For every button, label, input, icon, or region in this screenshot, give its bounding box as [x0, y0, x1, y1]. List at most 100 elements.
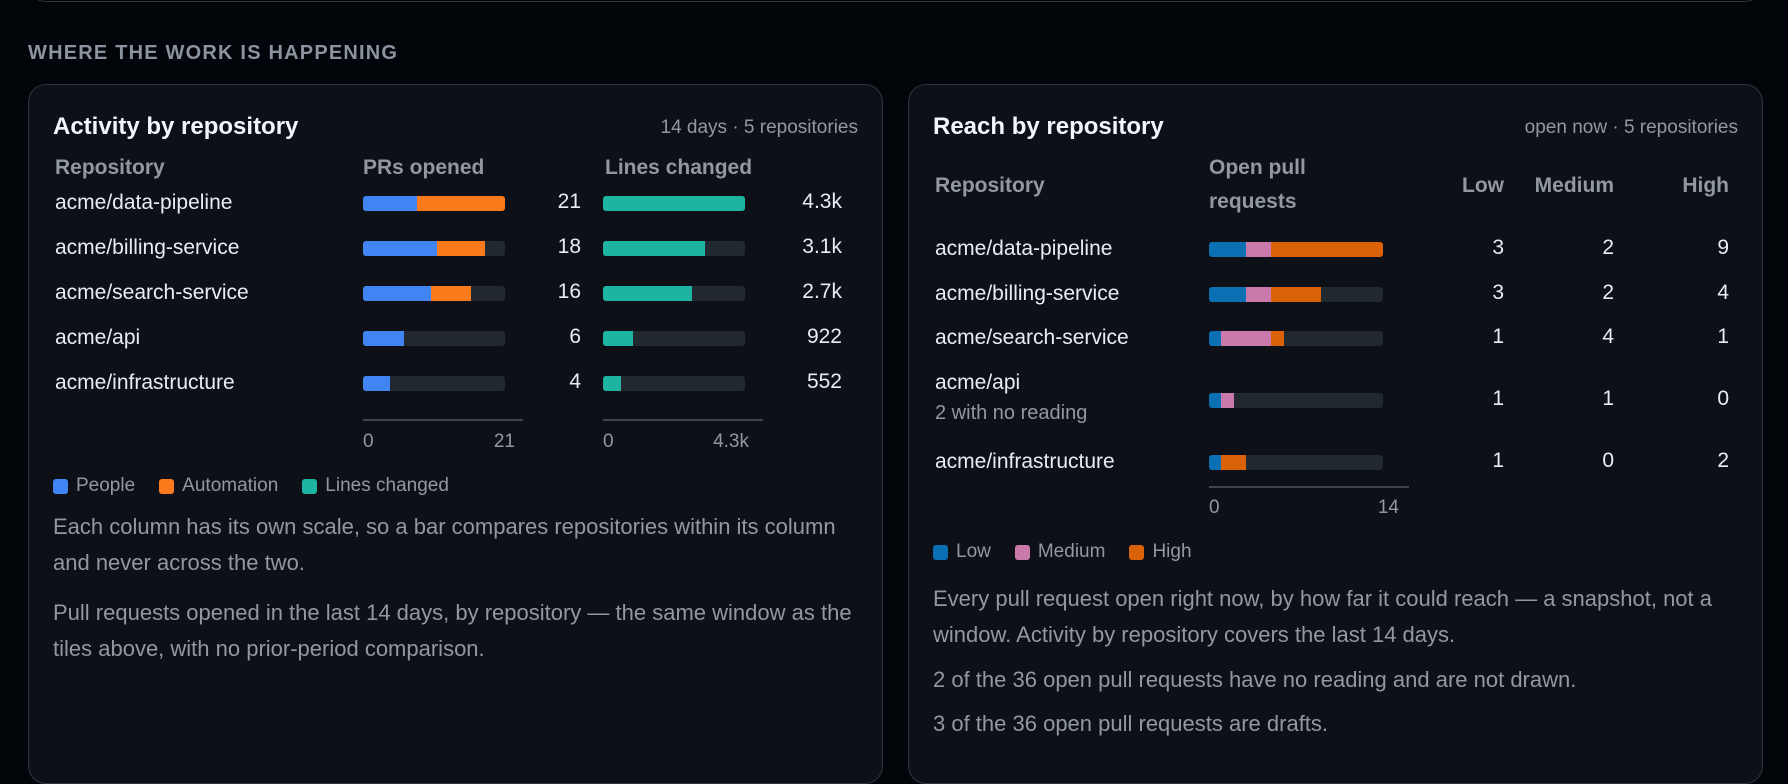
activity-repo-name: acme/api [55, 326, 141, 349]
reach-medium-value: 4 [1602, 325, 1614, 348]
reach-header-open: Open pull requests [1209, 156, 1306, 213]
reach-header-low: Low [1462, 174, 1504, 197]
reach-axis-min: 0 [1209, 497, 1220, 518]
prs-bar-people [363, 241, 438, 256]
legend-lines-label: Lines changed [325, 475, 449, 496]
reach-drafts-note: 3 of the 36 open pull requests are draft… [933, 711, 1329, 736]
lines-value: 2.7k [802, 280, 842, 303]
activity-header-prs: PRs opened [363, 156, 485, 179]
legend-automation: Automation [159, 475, 278, 497]
lines-bar-fill [603, 331, 634, 346]
previous-card-edge [28, 0, 1763, 2]
reach-repo-name: acme/billing-service [935, 282, 1120, 305]
prs-bar-automation [437, 241, 485, 256]
lines-bar-fill [603, 196, 745, 211]
prs-value: 16 [557, 280, 581, 303]
reach-medium-value: 2 [1602, 236, 1614, 259]
reach-bar-medium [1246, 287, 1272, 302]
legend-high-swatch [1129, 544, 1145, 560]
reach-header-high: High [1682, 174, 1729, 197]
reach-bar-low [1209, 455, 1222, 470]
reach-repo-name: acme/search-service [935, 326, 1129, 349]
legend-automation-swatch [159, 478, 175, 494]
lines-axis-max: 4.3k [713, 431, 749, 452]
reach-bar-high [1271, 242, 1383, 257]
reach-low-value: 3 [1492, 236, 1504, 259]
reach-bar-track [1209, 455, 1383, 470]
reach-bar-low [1209, 393, 1222, 408]
reach-bar-high [1221, 455, 1247, 470]
reach-repo-sublabel: 2 with no reading [935, 402, 1088, 424]
reach-bar-medium [1221, 393, 1234, 408]
legend-low: Low [933, 541, 991, 563]
legend-low-label: Low [956, 541, 991, 562]
reach-bar-track [1209, 331, 1383, 346]
prs-axis-line [363, 419, 523, 421]
prs-bar-track [363, 286, 505, 301]
legend-high: High [1129, 541, 1192, 563]
lines-axis-min: 0 [603, 431, 614, 452]
prs-value: 18 [557, 235, 581, 258]
activity-scale-note: Each column has its own scale, so a bar … [53, 514, 836, 575]
prs-bar-people [363, 331, 404, 346]
legend-medium-label: Medium [1037, 541, 1106, 562]
prs-bar-automation [430, 286, 472, 301]
activity-title: Activity by repository [53, 113, 299, 140]
reach-title: Reach by repository [933, 113, 1164, 140]
reach-low-value: 1 [1492, 449, 1504, 472]
lines-bar-track [603, 331, 745, 346]
activity-repo-name: acme/billing-service [55, 236, 240, 259]
reach-high-value: 1 [1717, 325, 1729, 348]
reach-snapshot-note: Every pull request open right now, by ho… [933, 586, 1713, 647]
reach-high-value: 0 [1717, 387, 1729, 410]
activity-card: Activity by repository 14 days · 5 repos… [28, 84, 883, 784]
reach-repo-name: acme/infrastructure [935, 450, 1115, 473]
legend-medium-swatch [1014, 544, 1030, 560]
legend-lines: Lines changed [302, 475, 449, 497]
lines-value: 552 [806, 370, 842, 393]
reach-repo-name: acme/data-pipeline [935, 237, 1113, 260]
activity-window-note: Pull requests opened in the last 14 days… [53, 600, 852, 661]
activity-repo-name: acme/infrastructure [55, 371, 235, 394]
lines-bar-track [603, 241, 745, 256]
lines-bar-track [603, 196, 745, 211]
reach-legend: Low Medium High [933, 541, 1192, 563]
reach-high-value: 9 [1717, 236, 1729, 259]
lines-bar-track [603, 286, 745, 301]
section-title: WHERE THE WORK IS HAPPENING [28, 42, 399, 64]
lines-bar-fill [603, 376, 622, 391]
activity-repo-name: acme/search-service [55, 281, 249, 304]
legend-lines-swatch [302, 478, 318, 494]
activity-meta: 14 days · 5 repositories [660, 117, 859, 138]
reach-header-repository: Repository [935, 174, 1045, 197]
reach-medium-value: 1 [1602, 387, 1614, 410]
reach-medium-value: 2 [1602, 281, 1614, 304]
reach-no-reading-note: 2 of the 36 open pull requests have no r… [933, 667, 1577, 692]
prs-bar-track [363, 376, 505, 391]
prs-value: 6 [569, 325, 581, 348]
reach-medium-value: 0 [1602, 449, 1614, 472]
lines-value: 4.3k [802, 190, 842, 213]
activity-repo-name: acme/data-pipeline [55, 191, 233, 214]
reach-high-value: 2 [1717, 449, 1729, 472]
prs-bar-track [363, 196, 505, 211]
legend-people-label: People [76, 475, 136, 496]
legend-low-swatch [933, 544, 948, 560]
legend-people-swatch [53, 478, 68, 494]
prs-value: 4 [569, 370, 581, 393]
reach-bar-track [1209, 242, 1383, 257]
legend-medium: Medium [1014, 541, 1106, 563]
reach-axis-line [1209, 486, 1409, 488]
prs-bar-track [363, 241, 505, 256]
reach-bar-medium [1246, 242, 1272, 257]
reach-bar-low [1209, 242, 1247, 257]
prs-axis-min: 0 [363, 431, 374, 452]
reach-repo-name: acme/api [935, 371, 1021, 394]
reach-axis-max: 14 [1377, 497, 1399, 518]
prs-value: 21 [557, 190, 581, 213]
legend-high-label: High [1152, 541, 1192, 562]
prs-bar-track [363, 331, 505, 346]
reach-bar-high [1271, 331, 1284, 346]
lines-bar-fill [603, 241, 706, 256]
legend-automation-label: Automation [182, 475, 279, 496]
